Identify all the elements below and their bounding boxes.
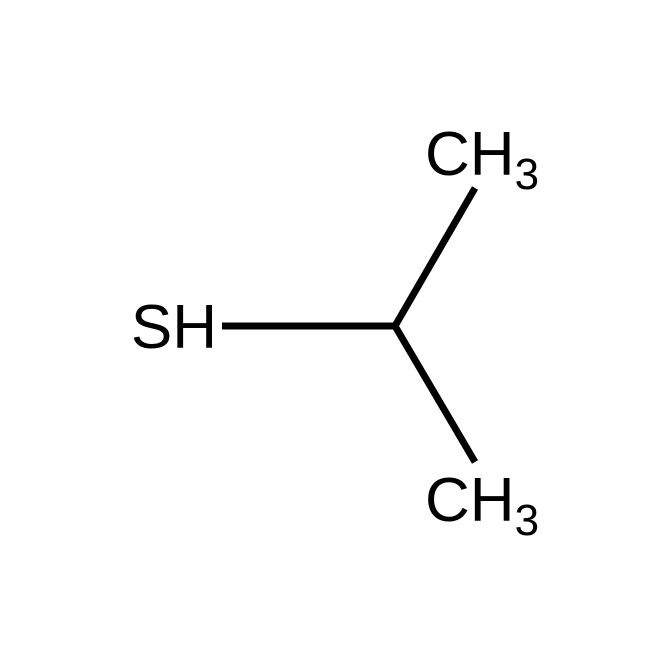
atom-label-subscript: 3 [515,496,539,545]
atom-label-SH: SH [131,293,217,362]
atom-label-main: CH [425,120,515,189]
atom-label-subscript: 3 [515,150,539,199]
atom-label-main: SH [131,293,217,362]
atom-label-main: CH [425,466,515,535]
molecule-diagram: SHCH3CH3 [0,0,650,650]
